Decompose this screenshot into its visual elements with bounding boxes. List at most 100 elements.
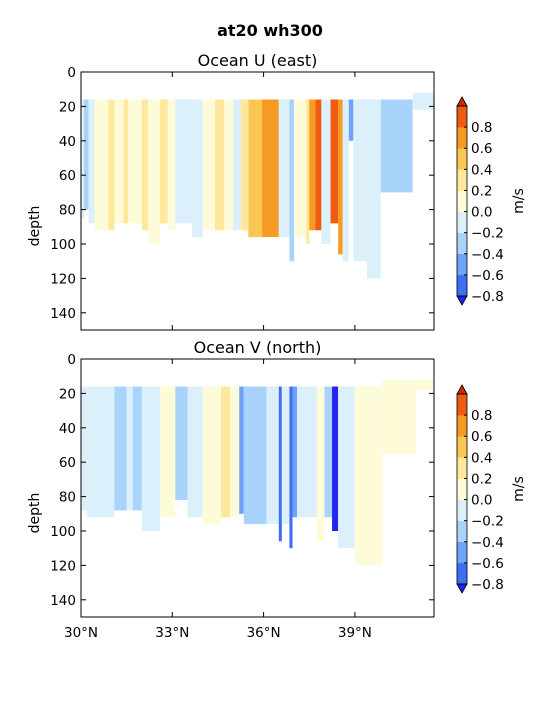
colorbar-swatch <box>457 148 467 170</box>
profile-cell <box>147 99 161 245</box>
y-tick-label: 60 <box>59 455 76 471</box>
profile-cell <box>175 99 193 224</box>
profile-cell <box>224 99 234 231</box>
y-tick-label: 80 <box>59 203 76 219</box>
colorbar-swatch <box>457 394 467 416</box>
colorbar-label: m/s <box>511 476 527 502</box>
colorbar-tick-label: −0.4 <box>471 247 504 263</box>
y-tick-label: 100 <box>50 237 76 253</box>
profile-cell <box>141 386 161 531</box>
profile-cell <box>380 99 413 193</box>
colorbar-tick-label: −0.6 <box>471 556 504 572</box>
profile-cell <box>316 386 325 542</box>
profile-cell <box>309 99 316 231</box>
colorbar-swatch <box>457 562 467 585</box>
x-tick-label: 39°N <box>338 625 372 641</box>
profile-cell <box>81 386 88 511</box>
profile-cell <box>81 99 85 219</box>
profile-cell <box>289 386 293 549</box>
profile-cell <box>338 99 343 255</box>
profile-cell <box>321 99 331 245</box>
colorbar-swatch <box>457 211 467 233</box>
colorbar-tick-label: −0.2 <box>471 514 504 530</box>
colorbar-swatch <box>457 127 467 149</box>
y-tick-label: 20 <box>59 386 76 402</box>
colorbar-tick-label: −0.6 <box>471 268 504 284</box>
colorbar-tick-label: 0.6 <box>471 429 492 445</box>
figure-title: at20 wh300 <box>217 21 323 40</box>
profile-cell <box>114 386 127 511</box>
colorbar-extend-max <box>456 384 468 395</box>
profile-cell <box>354 386 383 566</box>
profile-cell <box>88 99 95 224</box>
profile-cell <box>330 99 339 224</box>
profile-cell <box>278 99 290 238</box>
profile-cell <box>266 386 279 525</box>
colorbar-swatch <box>457 478 467 500</box>
colorbar-tick-label: −0.8 <box>471 577 504 593</box>
profile-cell <box>123 99 129 224</box>
colorbar-swatch <box>457 436 467 458</box>
colorbar-tick-label: −0.8 <box>471 289 504 305</box>
x-tick-label: 36°N <box>247 625 281 641</box>
profile-cell <box>114 99 124 224</box>
profile-cell <box>415 379 434 390</box>
x-tick-label: 33°N <box>155 625 189 641</box>
colorbar-tick-label: 0.8 <box>471 408 492 424</box>
profile-cell <box>367 99 381 279</box>
colorbar-ocean-u: −0.8 −0.6 −0.4 −0.2 0.0 0.2 0.4 0.6 0.8 m/s <box>456 96 527 306</box>
profile-cell <box>94 99 109 231</box>
colorbar-tick-label: −0.4 <box>471 535 504 551</box>
colorbar-swatch <box>457 169 467 191</box>
profile-cell <box>230 386 240 518</box>
colorbar-extend-min <box>456 295 468 306</box>
y-tick-label: 0 <box>67 65 76 81</box>
profile-cell <box>108 99 115 231</box>
profile-cell <box>281 386 290 525</box>
colorbar-swatch <box>457 415 467 437</box>
profile-cell <box>294 99 307 238</box>
colorbar-tick-label: 0.2 <box>471 183 492 199</box>
colorbar-swatch <box>457 232 467 255</box>
profile-cell <box>239 386 244 514</box>
plot-title: Ocean V (north) <box>194 338 322 357</box>
colorbar-swatch <box>457 253 467 276</box>
y-tick-label: 0 <box>67 352 76 368</box>
colorbar-swatch <box>457 106 467 128</box>
colorbar-swatch <box>457 274 467 297</box>
colorbar-tick-label: 0.6 <box>471 141 492 157</box>
profile-cell <box>353 99 368 262</box>
profile-cell <box>175 386 188 501</box>
profile-cell <box>338 386 355 549</box>
colorbar-ocean-v: −0.8 −0.6 −0.4 −0.2 0.0 0.2 0.4 0.6 0.8 m/s <box>456 384 527 594</box>
profile-cell <box>412 92 434 110</box>
colorbar-tick-label: 0.8 <box>471 120 492 136</box>
y-tick-label: 80 <box>59 490 76 506</box>
y-tick-label: 20 <box>59 99 76 115</box>
profile-cell <box>278 386 282 542</box>
y-axis-label: depth <box>27 493 43 534</box>
profile-cell <box>128 99 142 224</box>
profile-cell <box>292 386 298 518</box>
colorbar-label: m/s <box>511 188 527 214</box>
profile-cell <box>132 386 142 511</box>
profile-cell <box>160 386 176 518</box>
profile-cell <box>87 386 115 518</box>
plot-frame <box>80 358 435 618</box>
y-tick-label: 140 <box>50 306 76 322</box>
profile-cell <box>289 99 295 262</box>
profile-cell <box>315 99 322 231</box>
colorbar-tick-label: 0.0 <box>471 205 492 221</box>
colorbar-tick-label: 0.4 <box>471 162 492 178</box>
profile-cell <box>342 99 349 262</box>
plot-title: Ocean U (east) <box>198 51 318 70</box>
colorbar-swatch <box>457 190 467 212</box>
colorbar-swatch <box>457 541 467 564</box>
x-tick-label: 30°N <box>64 625 98 641</box>
colorbar-tick-label: 0.4 <box>471 450 492 466</box>
profile-cell <box>262 99 279 238</box>
colorbar-swatch <box>457 499 467 521</box>
colorbar-frame <box>456 105 468 297</box>
y-tick-label: 120 <box>50 558 76 574</box>
